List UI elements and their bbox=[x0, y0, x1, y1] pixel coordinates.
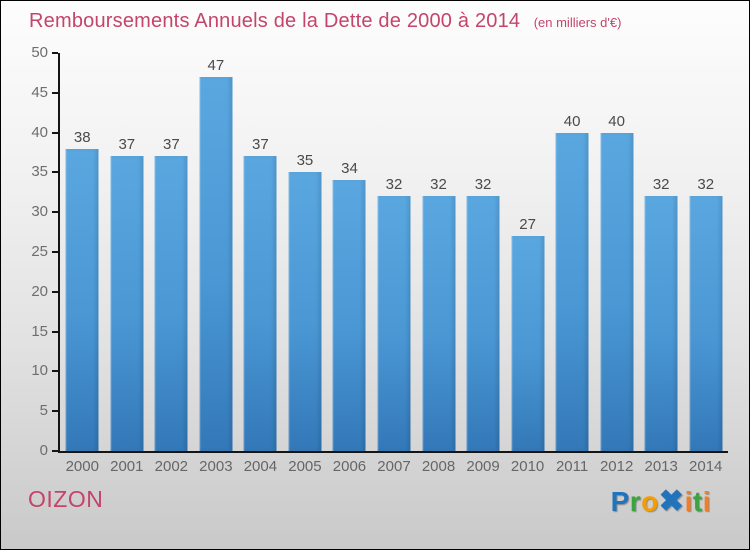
x-tick-label: 2006 bbox=[332, 458, 367, 475]
bar-value-label: 32 bbox=[385, 176, 403, 194]
y-tick-label: 45 bbox=[31, 83, 48, 101]
bar-slot: 32 2008 bbox=[416, 53, 461, 475]
bar-slot: 37 2004 bbox=[238, 53, 283, 475]
proxiti-logo-letter: ✖ bbox=[658, 485, 685, 518]
y-tick-label: 5 bbox=[39, 402, 48, 420]
x-tick-label: 2007 bbox=[377, 458, 411, 475]
bar-slot: 35 2005 bbox=[283, 53, 328, 475]
bar-slot: 37 2002 bbox=[149, 53, 194, 475]
bar bbox=[288, 172, 322, 451]
x-tick-label: 2008 bbox=[421, 458, 456, 475]
bar-value-label: 37 bbox=[118, 136, 136, 154]
bar bbox=[243, 156, 277, 451]
bar-value-label: 40 bbox=[563, 112, 581, 130]
x-tick-label: 2010 bbox=[510, 458, 545, 475]
chart-subtitle: (en milliers d'€) bbox=[533, 15, 622, 30]
bar-value-label: 38 bbox=[73, 128, 91, 146]
x-tick-label: 2009 bbox=[466, 458, 500, 475]
x-tick-label: 2014 bbox=[689, 458, 723, 475]
y-tick-label: 10 bbox=[31, 362, 48, 380]
bar bbox=[110, 156, 144, 451]
bar-slot: 27 2010 bbox=[505, 53, 550, 475]
bar bbox=[332, 180, 366, 451]
bar-value-label: 47 bbox=[207, 56, 225, 74]
bar-value-label: 37 bbox=[252, 136, 269, 154]
x-tick-label: 2012 bbox=[599, 458, 634, 475]
x-tick-label: 2011 bbox=[555, 458, 589, 475]
x-tick-label: 2000 bbox=[65, 458, 99, 475]
bar bbox=[65, 148, 99, 451]
bar-value-label: 37 bbox=[162, 136, 180, 154]
bar-value-label: 34 bbox=[341, 160, 358, 178]
y-tick-label: 30 bbox=[31, 203, 48, 221]
x-tick-label: 2005 bbox=[288, 458, 322, 475]
x-tick-label: 2001 bbox=[110, 458, 144, 475]
bar-value-label: 35 bbox=[296, 152, 314, 170]
y-tick-label: 20 bbox=[31, 282, 48, 300]
bar-slot: 40 2011 bbox=[550, 53, 595, 475]
bar-slot: 38 2000 bbox=[60, 53, 105, 475]
bar-slot: 32 2013 bbox=[639, 53, 684, 475]
bar bbox=[199, 76, 233, 451]
y-tick-mark bbox=[52, 131, 58, 134]
bar-series: 38 2000 37 2001 37 2002 47 2003 37 2004 35 2005 34 20… bbox=[60, 53, 728, 475]
bar-value-label: 27 bbox=[519, 216, 536, 234]
bar-slot: 34 2006 bbox=[327, 53, 372, 475]
bar bbox=[422, 196, 456, 451]
y-tick-mark bbox=[52, 370, 58, 373]
bar-value-label: 32 bbox=[474, 176, 492, 194]
bar bbox=[466, 196, 500, 451]
y-tick-label: 25 bbox=[31, 243, 48, 260]
y-tick-mark bbox=[52, 251, 58, 253]
x-tick-label: 2003 bbox=[199, 458, 233, 475]
y-tick-mark bbox=[52, 410, 58, 413]
proxiti-logo-letter: i bbox=[684, 486, 693, 517]
y-tick-mark bbox=[52, 450, 58, 452]
y-tick-mark bbox=[52, 91, 58, 94]
plot-area: 0 5 10 15 20 25 30 35 40 45 50 38 2000 37 2001 37 2002 4… bbox=[31, 44, 728, 475]
bar-slot: 47 2003 bbox=[194, 53, 239, 475]
bar-value-label: 40 bbox=[608, 112, 625, 130]
bar-value-label: 32 bbox=[430, 176, 447, 194]
chart-title: Remboursements Annuels de la Dette de 20… bbox=[29, 10, 521, 32]
bar bbox=[511, 236, 545, 451]
y-tick-mark bbox=[52, 171, 58, 174]
y-tick-label: 35 bbox=[31, 163, 48, 181]
bar bbox=[600, 132, 634, 451]
bar-slot: 37 2001 bbox=[105, 53, 150, 475]
y-tick-mark bbox=[52, 52, 58, 54]
bar bbox=[644, 196, 678, 451]
proxiti-logo-letter: t bbox=[692, 486, 703, 517]
y-tick-mark bbox=[52, 330, 58, 333]
proxiti-logo-letter: i bbox=[702, 486, 711, 517]
proxiti-logo-letter: o bbox=[641, 486, 659, 517]
y-tick-label: 50 bbox=[31, 44, 48, 61]
bar-slot: 40 2012 bbox=[594, 53, 639, 475]
proxiti-logo[interactable]: Pro✖iti bbox=[611, 484, 711, 519]
commune-name: OIZON bbox=[28, 486, 104, 512]
y-tick-label: 15 bbox=[31, 322, 48, 340]
y-tick-mark bbox=[52, 211, 58, 214]
bar-slot: 32 2009 bbox=[461, 53, 506, 475]
bar-slot: 32 2007 bbox=[372, 53, 417, 475]
bar bbox=[377, 196, 411, 451]
bar bbox=[154, 156, 188, 451]
bar bbox=[689, 196, 723, 451]
y-tick-label: 40 bbox=[31, 123, 48, 141]
x-tick-label: 2002 bbox=[154, 458, 189, 475]
proxiti-logo-letter: P bbox=[610, 486, 630, 517]
chart-header: Remboursements Annuels de la Dette de 20… bbox=[29, 10, 621, 33]
proxiti-logo-letter: r bbox=[629, 486, 642, 517]
x-tick-label: 2013 bbox=[644, 458, 678, 475]
y-tick-mark bbox=[52, 290, 58, 293]
bar-value-label: 32 bbox=[652, 176, 670, 194]
bar bbox=[555, 132, 589, 451]
bar-slot: 32 2014 bbox=[683, 53, 728, 475]
y-tick-label: 0 bbox=[39, 442, 48, 459]
x-tick-label: 2004 bbox=[243, 458, 278, 475]
bar-value-label: 32 bbox=[697, 176, 715, 194]
